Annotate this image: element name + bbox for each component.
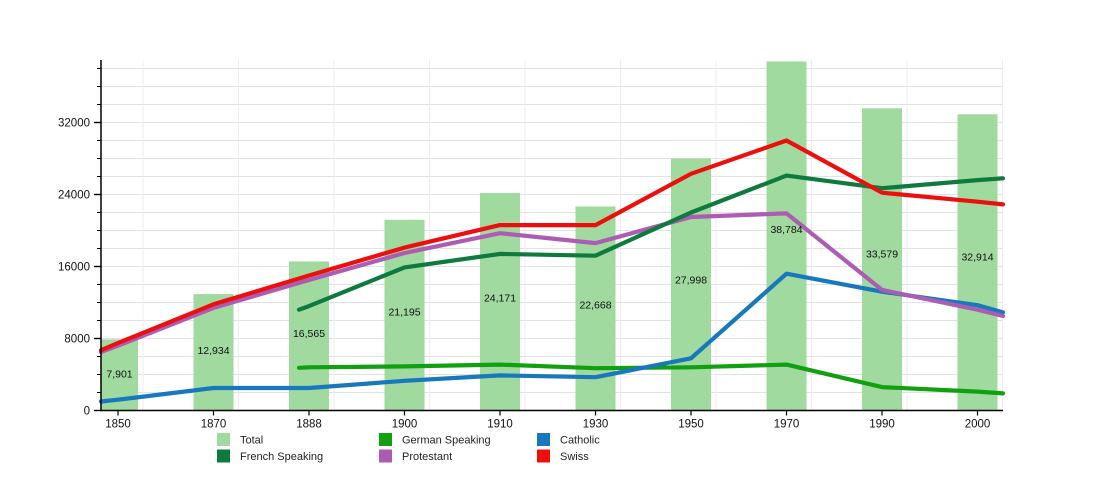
series-line-protestant bbox=[98, 211, 1006, 355]
legend-label-german-speaking: German Speaking bbox=[402, 435, 491, 447]
total-bar-1990 bbox=[862, 108, 902, 411]
x-tick-label: 1950 bbox=[678, 419, 704, 431]
y-tick-label: 32000 bbox=[58, 118, 90, 130]
legend-label-catholic: Catholic bbox=[560, 435, 600, 447]
x-tick-label: 1870 bbox=[201, 419, 227, 431]
y-tick-label: 24000 bbox=[58, 190, 90, 202]
bar-value-label: 38,784 bbox=[770, 224, 802, 236]
legend-swatch-total bbox=[217, 433, 230, 446]
bar-value-label: 21,195 bbox=[388, 306, 420, 318]
legend-label-total: Total bbox=[240, 435, 263, 447]
y-tick-label: 16000 bbox=[58, 262, 90, 274]
total-bar-1970 bbox=[766, 61, 807, 411]
series-line-swiss bbox=[98, 138, 1006, 353]
bar-value-label: 22,668 bbox=[579, 299, 611, 311]
legend-swatch-swiss bbox=[537, 449, 550, 463]
x-tick-label: 1910 bbox=[487, 419, 513, 431]
y-tick-label: 8000 bbox=[64, 334, 90, 346]
bar-value-label: 7,901 bbox=[106, 369, 132, 381]
x-tick-label: 1990 bbox=[869, 419, 895, 431]
x-tick-label: 1900 bbox=[392, 419, 418, 431]
x-tick-label: 1850 bbox=[105, 419, 131, 431]
total-bar-2000 bbox=[957, 114, 998, 411]
x-tick-label: 1888 bbox=[296, 419, 322, 431]
legend-swatch-catholic bbox=[537, 433, 550, 446]
bar-value-label: 27,998 bbox=[675, 274, 707, 286]
legend-swatch-german-speaking bbox=[379, 433, 392, 446]
bar-value-label: 32,914 bbox=[961, 251, 993, 263]
legend-label-swiss: Swiss bbox=[560, 451, 589, 463]
x-tick-label: 1930 bbox=[583, 419, 609, 431]
y-tick-label: 0 bbox=[84, 406, 90, 418]
bar-value-label: 12,934 bbox=[197, 345, 229, 357]
legend-swatch-protestant bbox=[379, 449, 392, 463]
legend-label-protestant: Protestant bbox=[402, 451, 452, 463]
bar-value-label: 24,171 bbox=[484, 292, 516, 304]
bar-value-label: 16,565 bbox=[293, 328, 325, 340]
legend-swatch-french-speaking bbox=[217, 449, 230, 463]
bar-value-label: 33,579 bbox=[866, 248, 898, 260]
legend-label-french-speaking: French Speaking bbox=[240, 451, 323, 463]
x-tick-label: 1970 bbox=[774, 419, 800, 431]
x-tick-label: 2000 bbox=[965, 419, 991, 431]
series-line-french-speaking bbox=[296, 173, 1006, 312]
